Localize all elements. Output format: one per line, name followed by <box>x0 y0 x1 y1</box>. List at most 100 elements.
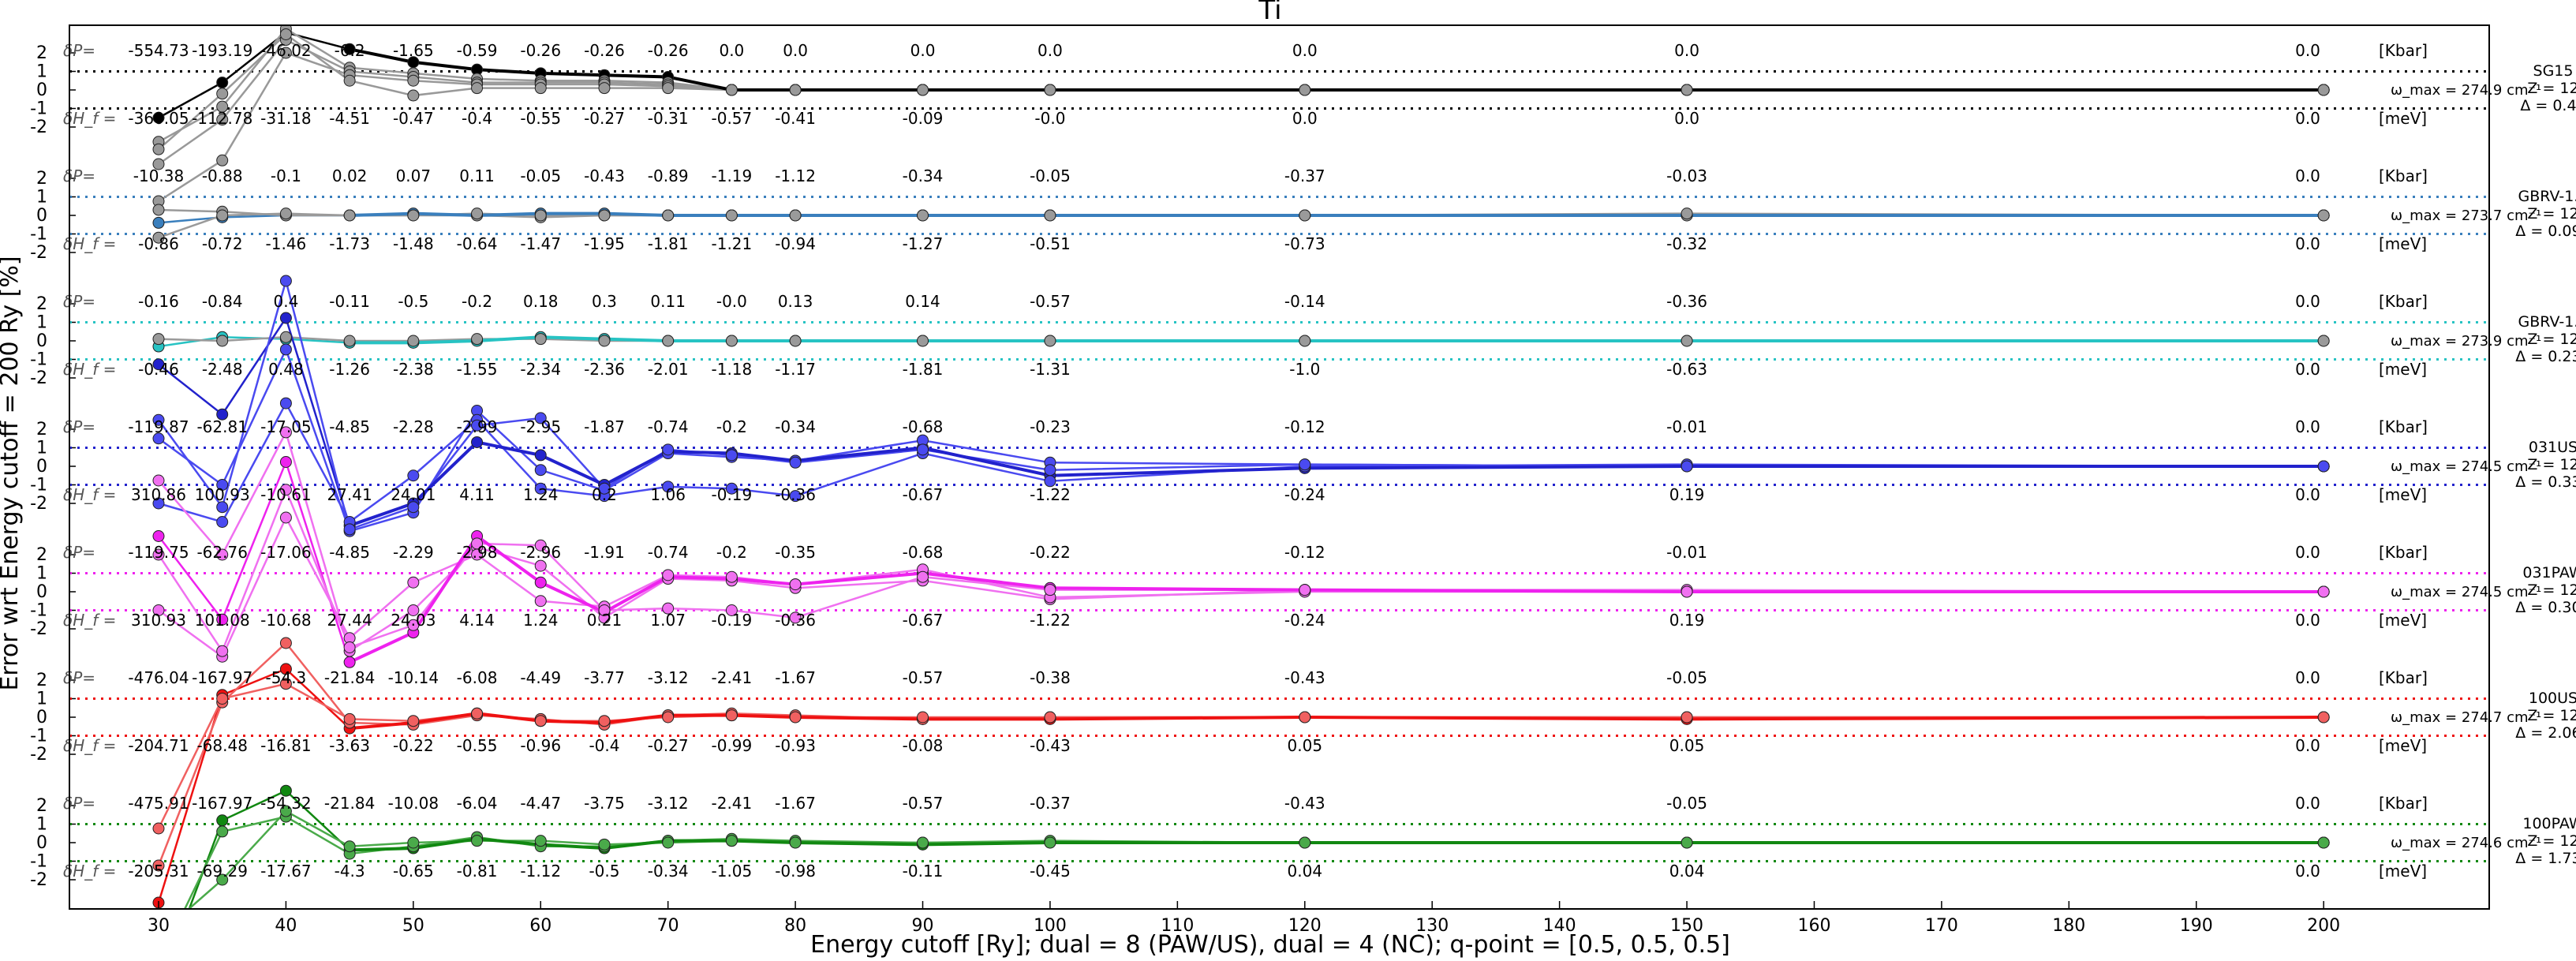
x-tick-label: 110 <box>1161 916 1194 936</box>
pseudo-z-031paw: Z = 12 <box>2527 581 2576 599</box>
dp-value-031us: -0.12 <box>1284 417 1325 436</box>
dh-value-sg15: 0.0 <box>1292 109 1318 128</box>
dh-value-100us: -0.08 <box>903 736 944 755</box>
dh-value-100us: -16.81 <box>260 736 311 755</box>
dh-value-sg15: -0.0 <box>1034 109 1065 128</box>
dh-value-031us: 1.06 <box>650 485 686 504</box>
dp-value-031paw: 0.0 <box>2295 543 2320 562</box>
pseudo-name-031paw: 031PAW <box>2522 564 2576 581</box>
dp-value-031us: 0.0 <box>2295 417 2320 436</box>
pseudo-delta-sg15: Δ = 0.44 <box>2520 97 2576 114</box>
data-point-031paw <box>1045 585 1056 596</box>
dp-value-gbrv-1-4: -1.19 <box>712 166 753 185</box>
data-point-gbrv-1-4 <box>153 217 164 228</box>
data-point-031paw <box>280 512 291 523</box>
dp-value-gbrv-1-2: -0.84 <box>202 292 243 311</box>
pseudo-z-031us: Z = 12 <box>2527 456 2576 473</box>
data-point-gbrv-1-4 <box>2318 210 2329 221</box>
pseudo-z-sg15: Z = 12 <box>2527 80 2576 97</box>
dh-value-031paw: -1.22 <box>1030 611 1071 630</box>
dp-unit-gbrv-1-2: [Kbar] <box>2379 292 2428 311</box>
y-tick-label-031paw: 2 <box>36 545 47 565</box>
y-tick-label-100us: 0 <box>36 708 47 727</box>
dh-value-sg15: 0.0 <box>2295 109 2320 128</box>
dp-value-gbrv-1-2: -0.11 <box>329 292 370 311</box>
dh-value-031paw: 24.03 <box>391 611 436 630</box>
dp-value-100paw: -3.75 <box>584 794 625 813</box>
dh-value-031paw: 4.14 <box>459 611 495 630</box>
data-point-gbrv-1-2 <box>472 334 483 345</box>
dp-unit-031us: [Kbar] <box>2379 417 2428 436</box>
omega-label-100us: ω_max = 274.7 cm⁻¹ <box>2391 709 2541 726</box>
dh-value-100us: 0.05 <box>1288 736 1323 755</box>
dh-value-031us: 0.0 <box>2295 485 2320 504</box>
data-point-sg15 <box>663 83 674 94</box>
dh-value-gbrv-1-4: -0.64 <box>457 234 498 253</box>
dp-value-sg15: -554.73 <box>128 41 189 60</box>
data-point-gbrv-1-2 <box>663 335 674 346</box>
dh-value-gbrv-1-4: -1.27 <box>903 234 944 253</box>
dp-value-gbrv-1-2: 0.3 <box>592 292 617 311</box>
dh-value-gbrv-1-4: -1.95 <box>584 234 625 253</box>
dh-value-sg15: -0.27 <box>584 109 625 128</box>
data-point-gbrv-1-4 <box>726 210 737 221</box>
y-tick-label-031paw: 0 <box>36 582 47 602</box>
dp-value-100us: -3.12 <box>648 668 689 687</box>
data-point-031paw <box>217 645 228 656</box>
data-point-100paw <box>217 815 228 826</box>
dh-value-031us: 27.41 <box>327 485 372 504</box>
dh-value-gbrv-1-4: -0.51 <box>1030 234 1071 253</box>
dh-value-sg15: -0.31 <box>648 109 689 128</box>
data-point-gbrv-1-2 <box>280 331 291 342</box>
dh-value-100paw: -1.05 <box>712 862 753 881</box>
dp-value-gbrv-1-2: 0.0 <box>2295 292 2320 311</box>
x-tick-label: 180 <box>2052 916 2085 936</box>
dp-label-sg15: δP= <box>63 41 95 60</box>
y-tick-label-sg15: -2 <box>30 118 47 137</box>
dp-value-031paw: -1.91 <box>584 543 625 562</box>
dh-value-100paw: -4.3 <box>335 862 365 881</box>
data-point-100us <box>280 638 291 649</box>
dh-value-gbrv-1-4: -0.72 <box>202 234 243 253</box>
dh-label-gbrv-1-4: δH_f = <box>63 234 116 253</box>
dh-value-gbrv-1-4: -1.81 <box>648 234 689 253</box>
data-point-031paw <box>535 596 546 607</box>
dp-value-100paw: -0.43 <box>1284 794 1325 813</box>
data-point-100us <box>153 823 164 834</box>
dh-value-sg15: 0.0 <box>1674 109 1699 128</box>
dh-value-100paw: -0.11 <box>903 862 944 881</box>
dh-value-gbrv-1-2: -2.01 <box>648 360 689 379</box>
dh-value-sg15: -0.09 <box>903 109 944 128</box>
dh-value-gbrv-1-4: -1.47 <box>520 234 561 253</box>
data-point-gbrv-1-4 <box>408 210 419 221</box>
dh-value-gbrv-1-2: -2.38 <box>393 360 434 379</box>
dp-value-100us: -0.38 <box>1030 668 1071 687</box>
dp-value-gbrv-1-2: 0.4 <box>274 292 299 311</box>
y-tick-label-gbrv-1-2: 0 <box>36 331 47 351</box>
x-tick-label: 130 <box>1415 916 1449 936</box>
dh-value-gbrv-1-2: 0.0 <box>2295 360 2320 379</box>
dp-value-gbrv-1-4: 0.0 <box>2295 166 2320 185</box>
dh-value-031paw: -0.67 <box>903 611 944 630</box>
dp-value-sg15: -1.65 <box>393 41 434 60</box>
dp-value-gbrv-1-4: -0.05 <box>1030 166 1071 185</box>
dp-unit-031paw: [Kbar] <box>2379 543 2428 562</box>
dp-value-031paw: -17.06 <box>260 543 311 562</box>
dp-value-100us: -3.77 <box>584 668 625 687</box>
data-point-100us <box>1045 712 1056 723</box>
data-point-031us <box>535 450 546 461</box>
dp-value-031us: -2.95 <box>520 417 561 436</box>
dh-value-031us: -0.19 <box>712 485 753 504</box>
dh-value-031paw: 0.21 <box>587 611 623 630</box>
pseudo-name-100paw: 100PAW <box>2522 815 2576 832</box>
dp-value-031paw: -0.74 <box>648 543 689 562</box>
pseudo-delta-031us: Δ = 0.336 <box>2515 473 2576 491</box>
x-tick-label: 60 <box>529 916 551 936</box>
dh-value-100us: -0.96 <box>520 736 561 755</box>
data-point-100paw <box>472 836 483 847</box>
dp-value-sg15: -6.2 <box>335 41 365 60</box>
dp-value-100paw: 0.0 <box>2295 794 2320 813</box>
dh-value-100paw: -17.67 <box>260 862 311 881</box>
pseudo-name-031us: 031US <box>2529 439 2576 456</box>
dp-value-031us: -0.2 <box>716 417 747 436</box>
